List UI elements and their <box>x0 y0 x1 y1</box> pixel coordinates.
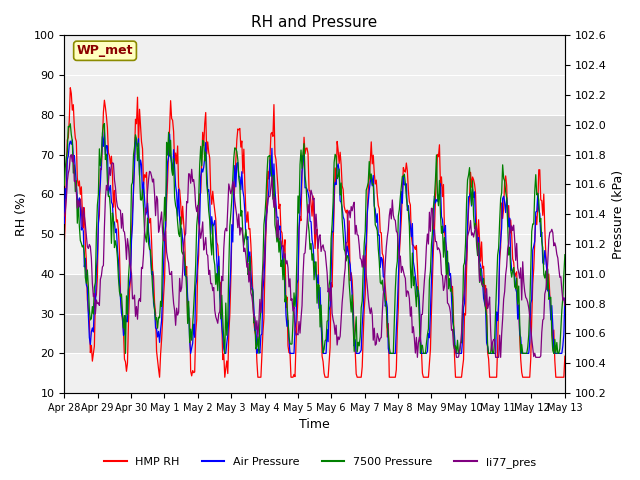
Bar <box>64 36 565 115</box>
Bar <box>64 353 565 393</box>
X-axis label: Time: Time <box>299 419 330 432</box>
Text: WP_met: WP_met <box>77 44 133 57</box>
Y-axis label: Pressure (kPa): Pressure (kPa) <box>612 169 625 259</box>
Bar <box>64 274 565 353</box>
Legend: HMP RH, Air Pressure, 7500 Pressure, li77_pres: HMP RH, Air Pressure, 7500 Pressure, li7… <box>100 452 540 472</box>
Y-axis label: RH (%): RH (%) <box>15 192 28 236</box>
Bar <box>64 194 565 274</box>
Title: RH and Pressure: RH and Pressure <box>252 15 378 30</box>
Bar <box>64 115 565 194</box>
